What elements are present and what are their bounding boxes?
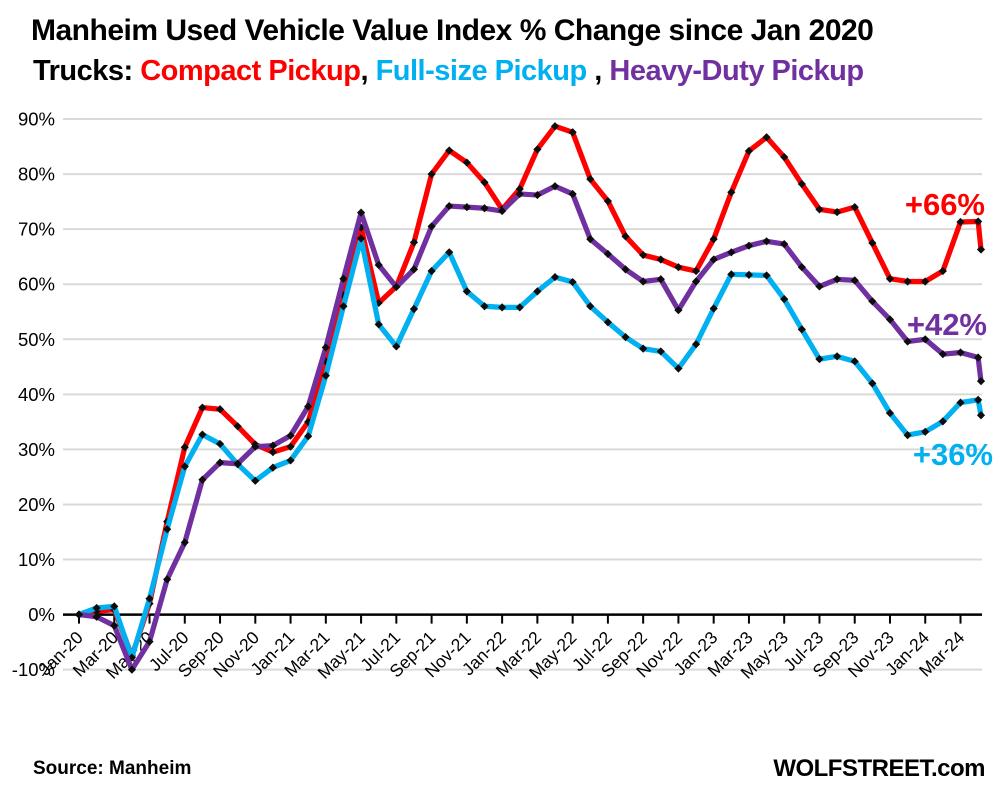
svg-text:+66%: +66% [905, 187, 985, 222]
chart-subtitle: Trucks: Compact Pickup, Full-size Pickup… [33, 55, 864, 88]
svg-text:20%: 20% [18, 494, 55, 515]
subtitle-separator-1: , [360, 55, 376, 87]
source-label: Source: Manheim [33, 758, 192, 779]
legend-fullsize-pickup: Full-size Pickup [375, 55, 588, 87]
svg-text:40%: 40% [18, 384, 55, 405]
legend-heavyduty-pickup: Heavy-Duty Pickup [609, 55, 864, 87]
svg-text:90%: 90% [18, 109, 55, 130]
svg-text:80%: 80% [18, 164, 55, 185]
chart-title: Manheim Used Vehicle Value Index % Chang… [31, 14, 874, 47]
svg-text:60%: 60% [18, 274, 55, 295]
wolfstreet-logo: WOLFSTREET.com [773, 755, 985, 782]
subtitle-separator-2: , [586, 55, 610, 87]
svg-text:50%: 50% [18, 329, 55, 350]
svg-text:-10%: -10% [12, 659, 55, 680]
svg-text:+42%: +42% [907, 307, 987, 342]
svg-text:30%: 30% [18, 439, 55, 460]
svg-text:+36%: +36% [913, 437, 993, 472]
legend-compact-pickup: Compact Pickup [140, 55, 361, 87]
subtitle-prefix: Trucks: [33, 55, 141, 87]
svg-text:70%: 70% [18, 219, 55, 240]
svg-text:10%: 10% [18, 549, 55, 570]
svg-text:0%: 0% [28, 604, 55, 625]
